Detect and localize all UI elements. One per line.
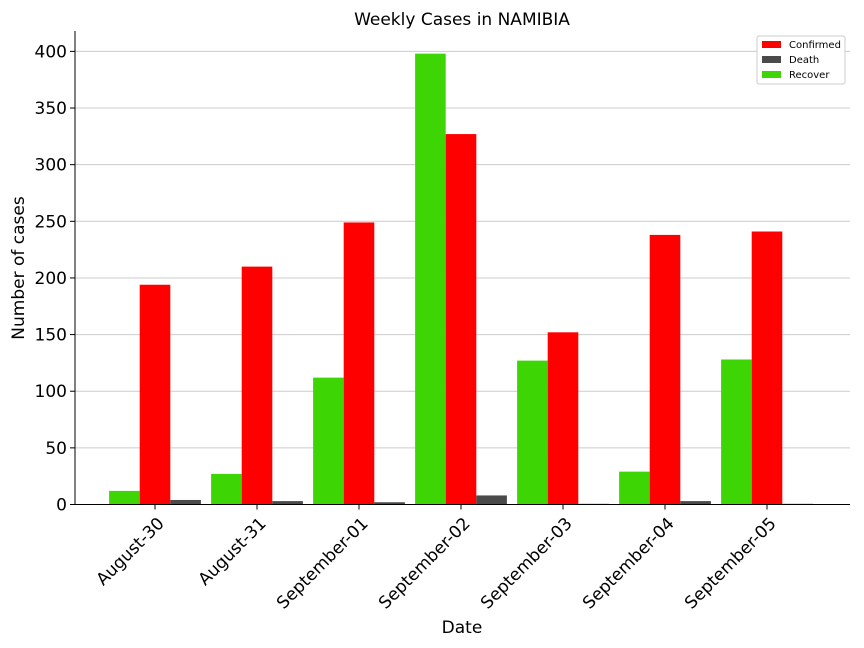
y-tick-label: 200	[35, 269, 67, 289]
y-tick-label: 100	[35, 382, 67, 402]
bar-confirmed-september-05	[751, 231, 783, 505]
y-axis-label: Number of cases	[9, 196, 29, 340]
legend-swatch-recover	[762, 71, 781, 78]
x-tick-label: September-01	[273, 514, 372, 613]
x-tick-label: September-03	[477, 514, 576, 613]
x-tick-label: September-05	[681, 514, 780, 613]
bar-death-september-02	[476, 495, 507, 505]
bar-confirmed-september-02	[445, 134, 477, 505]
legend-swatch-death	[762, 56, 781, 63]
y-tick-label: 400	[35, 42, 67, 62]
bar-recover-september-04	[619, 471, 650, 505]
y-tick-label: 300	[35, 156, 67, 176]
x-ticks: August-30 August-31 September-01 September-…	[93, 504, 781, 613]
bar-recover-august-31	[211, 473, 242, 505]
x-tick-label: August-31	[195, 514, 271, 590]
y-tick-label: 0	[56, 496, 67, 516]
bar-confirmed-september-03	[547, 332, 579, 505]
y-tick-label: 50	[45, 439, 67, 459]
bar-confirmed-august-31	[241, 266, 273, 505]
y-tick-label: 150	[35, 326, 67, 346]
legend: Confirmed Death Recover	[756, 35, 846, 85]
x-tick-label: September-04	[579, 514, 678, 613]
bar-confirmed-september-01	[343, 222, 375, 505]
bar-recover-september-03	[517, 360, 548, 505]
bar-recover-september-01	[313, 377, 344, 505]
bars	[109, 53, 813, 505]
y-ticks: 0 50 100 150 200 250 300 350 400	[35, 42, 75, 516]
legend-label-death: Death	[789, 55, 819, 66]
bar-death-august-30	[170, 499, 201, 505]
chart-title: Weekly Cases in NAMIBIA	[354, 10, 570, 30]
y-tick-label: 350	[35, 99, 67, 119]
bar-death-september-01	[374, 502, 405, 505]
legend-label-confirmed: Confirmed	[789, 40, 841, 51]
bar-recover-september-02	[415, 53, 446, 505]
bar-death-august-31	[272, 501, 303, 505]
y-tick-label: 250	[35, 212, 67, 232]
bar-confirmed-september-04	[649, 234, 681, 505]
x-tick-label: September-02	[375, 514, 474, 613]
bar-recover-september-05	[721, 359, 752, 505]
bar-death-september-04	[680, 501, 711, 505]
x-axis-label: Date	[442, 618, 483, 638]
x-tick-label: August-30	[93, 514, 169, 590]
legend-label-recover: Recover	[789, 70, 830, 81]
legend-swatch-confirmed	[762, 41, 781, 48]
bar-recover-august-30	[109, 490, 140, 505]
bar-confirmed-august-30	[139, 284, 171, 505]
